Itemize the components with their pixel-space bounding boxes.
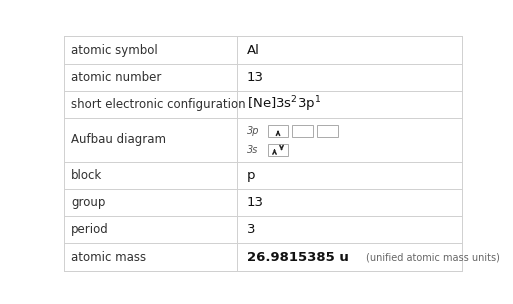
Text: $\mathregular{[Ne]3s^{2}3p^{1}}$: $\mathregular{[Ne]3s^{2}3p^{1}}$ [247, 94, 321, 114]
Text: (unified atomic mass units): (unified atomic mass units) [366, 252, 500, 262]
Text: group: group [71, 196, 106, 209]
Text: short electronic configuration: short electronic configuration [71, 98, 246, 111]
Text: Al: Al [247, 43, 260, 57]
Text: 3: 3 [247, 223, 255, 237]
Text: block: block [71, 169, 103, 182]
Text: Aufbau diagram: Aufbau diagram [71, 133, 166, 147]
Text: p: p [247, 169, 255, 182]
Text: atomic number: atomic number [71, 71, 162, 84]
Bar [317, 125, 338, 137]
Text: atomic symbol: atomic symbol [71, 43, 158, 57]
Text: 3p: 3p [247, 126, 260, 136]
Text: atomic mass: atomic mass [71, 250, 146, 264]
Text: period: period [71, 223, 109, 237]
Bar [268, 143, 288, 156]
Text: 13: 13 [247, 196, 264, 209]
Bar [292, 125, 313, 137]
Text: 3s: 3s [247, 145, 259, 155]
Text: 13: 13 [247, 71, 264, 84]
Text: 26.9815385 u: 26.9815385 u [247, 250, 358, 264]
Bar [268, 125, 288, 137]
